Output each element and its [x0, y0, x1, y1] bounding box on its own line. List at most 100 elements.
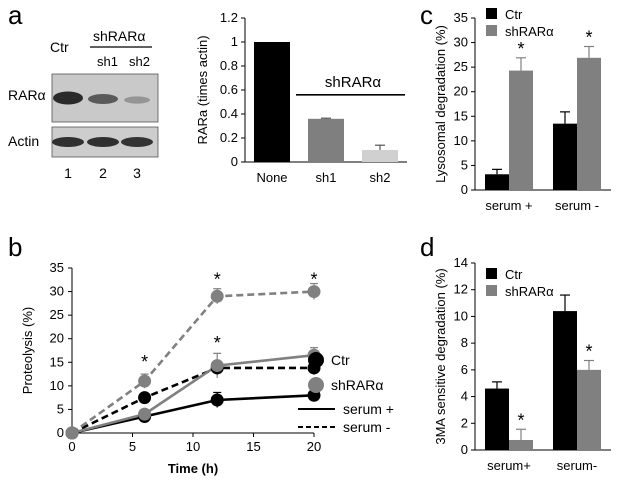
chart-d-ytick-label: 12 [454, 282, 468, 297]
blot-row-label-actin: Actin [8, 133, 39, 149]
chart-a-y-label: RARa (times actin) [195, 35, 210, 144]
chart-b-point [307, 285, 321, 299]
chart-b-significance-star: * [310, 269, 317, 289]
chart-b-xtick-label: 20 [307, 439, 321, 454]
chart-b-ytick-label: 0 [57, 425, 64, 440]
chart-b-ytick-label: 30 [50, 284, 64, 299]
chart-c-ytick-label: 0 [461, 182, 468, 197]
chart-b-point [210, 393, 224, 407]
chart-d: 0 2 4 6 8 10 12 14 serum+ serum- * * Ctr shRARα 3MA se… [433, 255, 611, 473]
chart-d-xtick-label: serum- [557, 458, 597, 473]
chart-d-bar [509, 439, 533, 450]
chart-b-xtick-label: 15 [246, 439, 260, 454]
panel-d-letter: d [420, 232, 434, 262]
chart-b-significance-star: * [214, 333, 221, 353]
chart-c-legend-label: Ctr [505, 7, 523, 22]
chart-c-ytick-label: 5 [461, 157, 468, 172]
chart-b-xtick-label: 0 [68, 439, 75, 454]
chart-c-legend-swatch [486, 25, 497, 36]
chart-c-ytick-label: 35 [454, 10, 468, 25]
chart-d-ytick-label: 14 [454, 255, 468, 270]
chart-b-point [210, 289, 224, 303]
blot-band-rara-3 [124, 96, 150, 104]
chart-b-point [210, 359, 224, 373]
chart-c-y-label: Lysosomal degradation (%) [433, 25, 448, 183]
chart-d-y-label: 3MA sensitive degradation (%) [433, 268, 448, 444]
chart-b-legend-marker [308, 352, 324, 368]
chart-a-ytick-label: 1 [231, 34, 238, 49]
chart-b-series-line [71, 353, 315, 435]
chart-d-legend-label: Ctr [505, 267, 523, 282]
chart-a-xtick-label: sh1 [316, 170, 337, 185]
chart-b-significance-star: * [214, 269, 221, 289]
chart-d-xtick-label: serum+ [487, 458, 531, 473]
blot-lane-label-ctr: Ctr [50, 39, 69, 55]
chart-c-xtick-label: serum + [485, 198, 532, 213]
chart-a-ytick-label: 0.8 [220, 58, 238, 73]
chart-b-ytick-label: 5 [57, 401, 64, 416]
chart-b-point [138, 391, 152, 405]
chart-d-legend-swatch [486, 285, 497, 296]
chart-a-group-label: shRARα [325, 74, 382, 91]
chart-d-legend-label: shRARα [505, 284, 554, 299]
chart-a-xtick-label: None [256, 170, 287, 185]
chart-b-point [138, 407, 152, 421]
blot-lane-number-2: 2 [99, 165, 107, 181]
chart-b-series-line [71, 290, 315, 435]
chart-c-significance-star: * [585, 28, 592, 48]
chart-a-bar [254, 42, 290, 162]
chart-a-ytick-label: 0.6 [220, 82, 238, 97]
chart-d-ytick-label: 8 [461, 335, 468, 350]
chart-d-ytick-label: 6 [461, 362, 468, 377]
chart-c-legend-swatch [486, 8, 497, 19]
blot-band-rara-2 [88, 94, 118, 104]
chart-c: 0 5 10 15 20 25 30 35 serum + serum - * * Ctr shRARα L… [433, 7, 611, 213]
chart-d-significance-star: * [517, 410, 524, 430]
chart-d-significance-star: * [585, 342, 592, 362]
chart-b-legend-line-label: serum - [343, 419, 391, 435]
chart-d-bar [553, 311, 577, 450]
blot-lane-number-3: 3 [133, 165, 141, 181]
chart-d-ytick-label: 4 [461, 389, 468, 404]
chart-c-ytick-label: 10 [454, 133, 468, 148]
blot-band-actin-1 [52, 137, 84, 147]
chart-b-y-label: Proteolysis (%) [20, 307, 35, 394]
chart-c-ytick-label: 30 [454, 35, 468, 50]
chart-b-series-line [71, 393, 315, 435]
chart-b-xtick-label: 5 [129, 439, 136, 454]
chart-a-ytick-label: 0 [231, 154, 238, 169]
chart-a-ytick-label: 0.2 [220, 130, 238, 145]
chart-b-ytick-label: 20 [50, 331, 64, 346]
chart-b-legend-marker [308, 377, 324, 393]
blot-row-label-rara: RARα [8, 87, 46, 103]
western-blot: Ctr shRARα sh1 sh2 RARα Actin 1 2 3 [8, 28, 159, 181]
blot-band-actin-2 [87, 137, 119, 147]
chart-b-legend-label: Ctr [331, 352, 350, 368]
panel-a-letter: a [8, 0, 23, 30]
blot-group-label: shRARα [93, 28, 145, 44]
chart-d-ytick-label: 10 [454, 308, 468, 323]
chart-b-legend-line-label: serum + [343, 401, 394, 417]
chart-c-bar [577, 57, 601, 191]
chart-c-ytick-label: 20 [454, 84, 468, 99]
chart-c-legend-label: shRARα [505, 24, 554, 39]
chart-b-x-label: Time (h) [168, 461, 218, 476]
chart-b-point [138, 374, 152, 388]
panel-c-letter: c [420, 0, 433, 30]
chart-c-bar [509, 70, 533, 190]
chart-b: 0 5 10 15 20 25 30 35 0 5 10 15 20 * * * * Time (h) Proteo… [20, 260, 394, 476]
chart-d-bar [485, 388, 509, 450]
chart-b-significance-star: * [141, 352, 148, 372]
chart-c-bar [485, 174, 509, 190]
chart-b-xtick-label: 10 [186, 439, 200, 454]
chart-a-bar [308, 118, 344, 162]
blot-lane-label-sh2: sh2 [129, 54, 150, 69]
chart-a-bar [362, 150, 398, 162]
blot-band-actin-3 [121, 137, 153, 147]
chart-b-ytick-label: 25 [50, 307, 64, 322]
chart-a: 0 0.2 0.4 0.6 0.8 1 1.2 None sh1 sh2 shRARα RARa (t… [195, 10, 407, 185]
chart-d-ytick-label: 0 [461, 442, 468, 457]
chart-c-significance-star: * [517, 39, 524, 59]
chart-b-ytick-label: 35 [50, 260, 64, 275]
chart-d-ytick-label: 2 [461, 415, 468, 430]
